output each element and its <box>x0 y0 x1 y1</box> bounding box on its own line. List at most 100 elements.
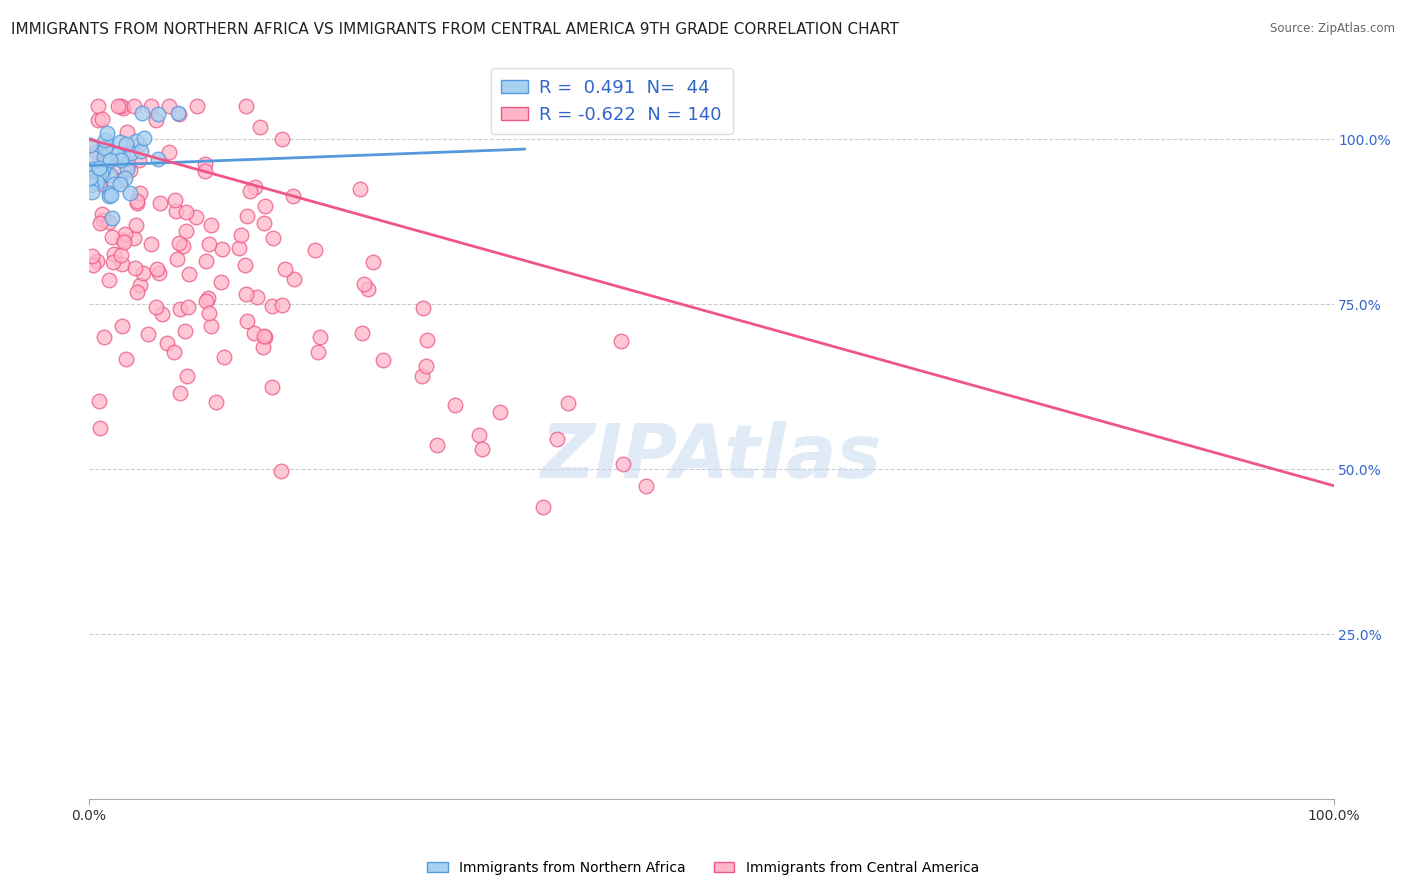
Point <box>165 204 187 219</box>
Point <box>235 99 257 113</box>
Point <box>87 393 110 408</box>
Point <box>128 153 150 167</box>
Point <box>174 324 197 338</box>
Point <box>157 145 180 160</box>
Point <box>349 182 371 196</box>
Text: Source: ZipAtlas.com: Source: ZipAtlas.com <box>1270 22 1395 36</box>
Point <box>214 350 236 364</box>
Point <box>84 145 107 159</box>
Point <box>94 133 117 147</box>
Point <box>124 218 146 232</box>
Point <box>114 171 136 186</box>
Point <box>128 137 150 152</box>
Point <box>273 261 295 276</box>
Point <box>531 500 554 514</box>
Point <box>361 254 384 268</box>
Point <box>245 179 267 194</box>
Point <box>115 351 138 366</box>
Point <box>96 140 118 154</box>
Point <box>634 479 657 493</box>
Point <box>122 231 145 245</box>
Point <box>80 185 103 199</box>
Point <box>86 99 108 113</box>
Point <box>281 189 304 203</box>
Point <box>98 215 121 229</box>
Point <box>612 457 634 471</box>
Point <box>357 282 380 296</box>
Point <box>98 168 121 182</box>
Point <box>120 146 142 161</box>
Point <box>416 334 439 348</box>
Point <box>87 161 110 175</box>
Point <box>609 334 631 348</box>
Point <box>114 227 136 241</box>
Point <box>91 206 114 220</box>
Point <box>112 233 135 247</box>
Point <box>125 194 148 209</box>
Point <box>77 164 100 178</box>
Point <box>87 177 110 191</box>
Point <box>100 188 122 202</box>
Point <box>146 152 169 166</box>
Point <box>96 126 118 140</box>
Point <box>246 289 269 303</box>
Point <box>169 235 191 250</box>
Point <box>94 141 117 155</box>
Point <box>97 186 120 201</box>
Point <box>115 136 138 151</box>
Point <box>124 261 146 276</box>
Point <box>105 159 128 173</box>
Point <box>149 196 172 211</box>
Legend: R =  0.491  N=  44, R = -0.622  N = 140: R = 0.491 N= 44, R = -0.622 N = 140 <box>491 68 733 135</box>
Point <box>231 228 253 243</box>
Point <box>115 125 138 139</box>
Point <box>176 368 198 383</box>
Point <box>112 101 135 115</box>
Point <box>197 292 219 306</box>
Point <box>271 298 294 312</box>
Point <box>177 300 200 314</box>
Point <box>471 442 494 456</box>
Point <box>97 273 120 287</box>
Point <box>79 171 101 186</box>
Point <box>412 301 434 315</box>
Text: IMMIGRANTS FROM NORTHERN AFRICA VS IMMIGRANTS FROM CENTRAL AMERICA 9TH GRADE COR: IMMIGRANTS FROM NORTHERN AFRICA VS IMMIG… <box>11 22 898 37</box>
Point <box>186 99 208 113</box>
Point <box>89 421 111 435</box>
Point <box>93 167 115 181</box>
Point <box>198 306 221 320</box>
Point <box>87 112 110 127</box>
Point <box>111 318 134 333</box>
Point <box>172 239 194 253</box>
Point <box>145 301 167 315</box>
Point <box>353 277 375 291</box>
Point <box>157 99 180 113</box>
Point <box>98 153 121 167</box>
Point <box>169 107 191 121</box>
Point <box>309 330 332 344</box>
Point <box>200 319 222 334</box>
Point <box>195 293 218 308</box>
Point <box>139 237 162 252</box>
Point <box>270 464 292 478</box>
Point <box>82 258 104 272</box>
Point <box>108 177 131 191</box>
Point <box>129 144 152 158</box>
Point <box>117 157 139 171</box>
Point <box>166 252 188 266</box>
Point <box>110 153 132 168</box>
Point <box>262 380 284 394</box>
Point <box>101 230 124 244</box>
Point <box>239 185 262 199</box>
Point <box>557 396 579 410</box>
Point <box>236 209 259 223</box>
Point <box>111 148 134 162</box>
Point <box>249 120 271 134</box>
Point <box>262 231 284 245</box>
Point <box>129 186 152 200</box>
Point <box>120 163 142 178</box>
Point <box>112 235 135 249</box>
Point <box>253 215 276 229</box>
Point <box>90 112 112 126</box>
Point <box>90 166 112 180</box>
